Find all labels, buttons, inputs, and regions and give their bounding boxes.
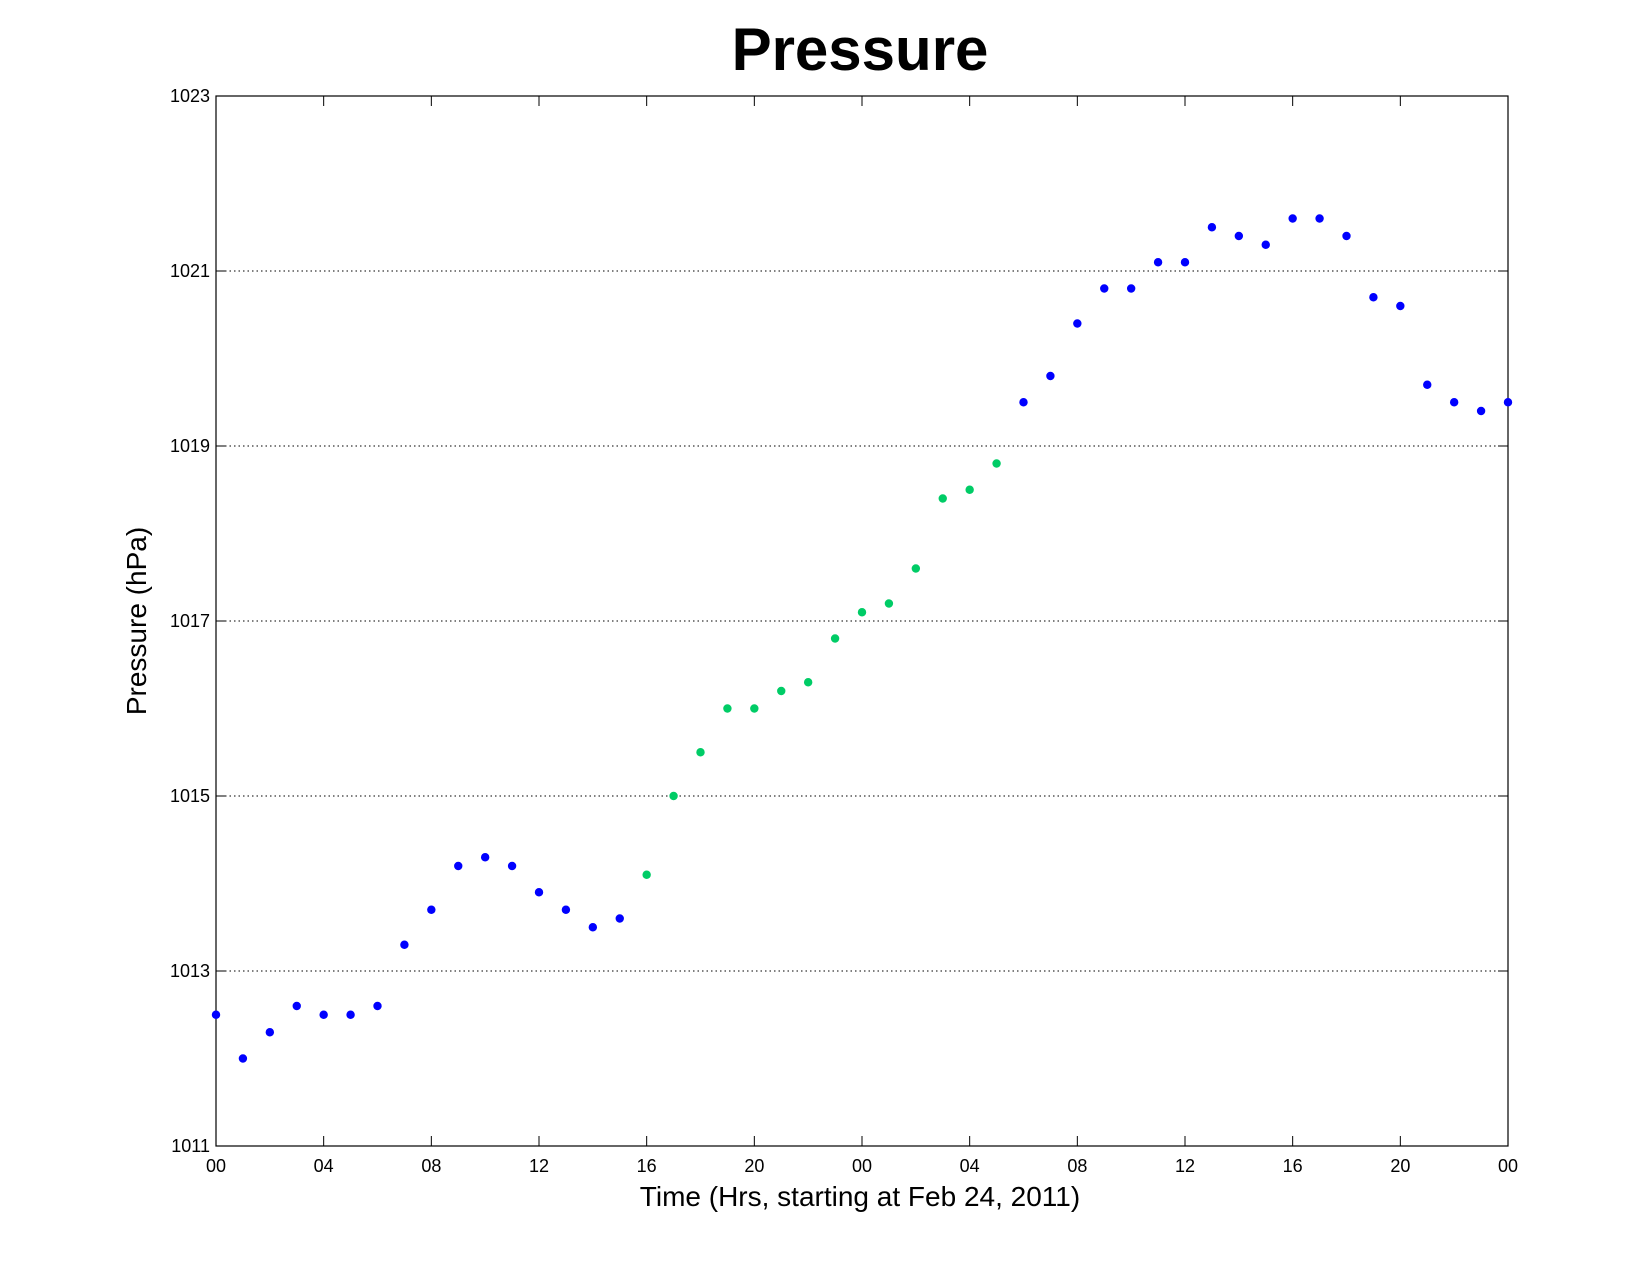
x-tick-label: 00 bbox=[1498, 1156, 1518, 1176]
data-point bbox=[1046, 371, 1055, 381]
x-tick-label: 20 bbox=[744, 1156, 764, 1176]
data-point bbox=[669, 791, 678, 801]
x-tick-label: 08 bbox=[421, 1156, 441, 1176]
data-point bbox=[1261, 240, 1270, 249]
data-point bbox=[1180, 258, 1190, 267]
data-point bbox=[1503, 398, 1513, 407]
y-tick-label: 1019 bbox=[170, 436, 210, 456]
x-tick-label: 08 bbox=[1067, 1156, 1087, 1176]
x-tick-label: 00 bbox=[852, 1156, 872, 1176]
data-point bbox=[346, 1010, 355, 1019]
data-point bbox=[696, 748, 705, 757]
data-point bbox=[1342, 231, 1351, 241]
data-point bbox=[292, 1001, 301, 1011]
data-point bbox=[803, 678, 813, 687]
x-axis-label: Time (Hrs, starting at Feb 24, 2011) bbox=[640, 1181, 1080, 1212]
x-axis-ticks: 00 04 08 12 16 20 00 04 08 12 16 20 00 bbox=[206, 96, 1518, 1176]
grid-lines bbox=[216, 270, 1508, 972]
data-point bbox=[857, 608, 867, 617]
data-point bbox=[911, 564, 921, 573]
data-point bbox=[454, 861, 463, 871]
data-point bbox=[1315, 214, 1324, 223]
chart-title: Pressure bbox=[732, 16, 989, 83]
data-point bbox=[884, 599, 894, 608]
y-tick-label: 1013 bbox=[170, 961, 210, 981]
data-point bbox=[1153, 258, 1163, 267]
data-point bbox=[427, 905, 436, 914]
data-point bbox=[1288, 214, 1297, 223]
data-point bbox=[534, 888, 544, 897]
data-point bbox=[1126, 284, 1136, 293]
data-point bbox=[938, 494, 947, 503]
data-point bbox=[319, 1010, 328, 1019]
data-point bbox=[561, 905, 571, 914]
data-point bbox=[400, 940, 409, 949]
x-tick-label: 12 bbox=[1175, 1156, 1195, 1176]
data-point bbox=[615, 914, 624, 923]
y-tick-label: 1021 bbox=[170, 261, 210, 281]
data-point bbox=[1234, 231, 1244, 241]
x-tick-label: 12 bbox=[529, 1156, 549, 1176]
data-point bbox=[238, 1054, 248, 1063]
data-point bbox=[265, 1028, 275, 1037]
x-tick-label: 00 bbox=[206, 1156, 226, 1176]
y-axis-ticks: 1011 1013 1015 1017 1019 1021 1023 bbox=[170, 86, 1508, 1156]
data-point bbox=[777, 686, 786, 696]
data-point bbox=[507, 861, 517, 871]
y-axis-label: Pressure (hPa) bbox=[121, 527, 152, 715]
y-tick-label: 1023 bbox=[170, 86, 210, 106]
data-point bbox=[1476, 406, 1486, 416]
data-point bbox=[1100, 284, 1109, 293]
data-point bbox=[211, 1010, 221, 1019]
x-tick-label: 04 bbox=[960, 1156, 980, 1176]
data-point bbox=[1019, 398, 1028, 407]
data-point bbox=[1396, 301, 1405, 311]
data-point bbox=[373, 1001, 382, 1011]
y-tick-label: 1011 bbox=[171, 1136, 210, 1156]
data-point bbox=[1207, 223, 1217, 232]
data-point bbox=[723, 704, 732, 713]
data-points bbox=[211, 214, 1513, 1063]
x-tick-label: 16 bbox=[637, 1156, 657, 1176]
x-tick-label: 16 bbox=[1283, 1156, 1303, 1176]
data-point bbox=[750, 704, 759, 713]
data-point bbox=[1073, 319, 1082, 328]
data-point bbox=[992, 459, 1001, 468]
x-tick-label: 20 bbox=[1390, 1156, 1410, 1176]
y-tick-label: 1015 bbox=[170, 786, 210, 806]
data-point bbox=[830, 634, 840, 643]
data-point bbox=[480, 853, 490, 862]
data-point bbox=[1423, 380, 1432, 389]
data-point bbox=[588, 923, 598, 932]
y-tick-label: 1017 bbox=[170, 611, 210, 631]
data-point bbox=[965, 485, 974, 494]
data-point bbox=[1449, 398, 1459, 407]
x-tick-label: 04 bbox=[314, 1156, 334, 1176]
data-point bbox=[642, 870, 651, 879]
data-point bbox=[1369, 293, 1378, 302]
